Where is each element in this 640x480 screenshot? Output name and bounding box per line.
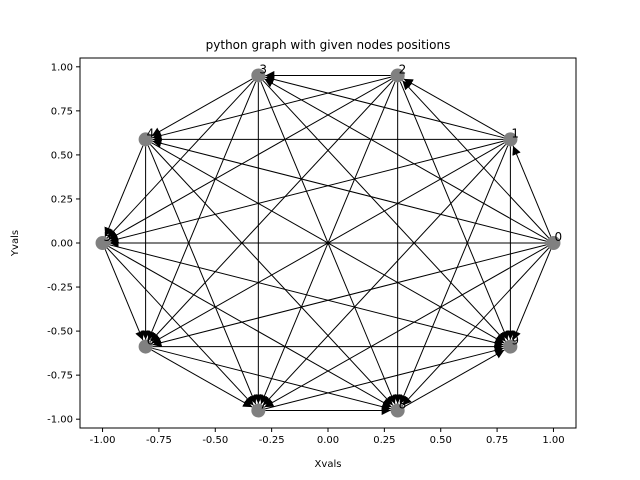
node-label-5: 5 xyxy=(104,230,112,244)
node-label-9: 9 xyxy=(511,334,519,348)
node-8 xyxy=(390,403,405,418)
node-label-0: 0 xyxy=(554,230,562,244)
edge-8-9 xyxy=(403,349,505,408)
x-tick-label: 0.00 xyxy=(317,435,339,446)
node-2 xyxy=(390,68,405,83)
edge-0-9 xyxy=(512,249,552,341)
edge-6-8 xyxy=(152,347,392,411)
x-tick-label: 0.25 xyxy=(373,435,395,446)
y-tick-label: -0.75 xyxy=(47,371,73,382)
node-label-2: 2 xyxy=(399,62,407,76)
node-3 xyxy=(251,68,266,83)
edge-0-7 xyxy=(264,246,548,408)
edge-4-9 xyxy=(151,142,505,344)
x-tick-label: -1.00 xyxy=(90,435,116,446)
node-1 xyxy=(503,132,518,147)
x-tick-label: -0.75 xyxy=(146,435,172,446)
x-tick-label: 1.00 xyxy=(542,435,564,446)
edge-1-2 xyxy=(403,78,505,137)
edge-5-7 xyxy=(106,247,254,406)
edge-4-7 xyxy=(147,145,257,405)
y-axis: 1.00 0.75 0.50 0.25 0.00 -0.25 -0.50 -0.75 -1.00 xyxy=(47,62,80,426)
edge-4-5 xyxy=(104,145,144,237)
edge-4-8 xyxy=(150,144,394,406)
x-tick-label: -0.25 xyxy=(259,435,285,446)
node-label-4: 4 xyxy=(147,126,155,140)
chart-title: python graph with given nodes positions xyxy=(206,38,451,52)
edge-0-1 xyxy=(512,145,552,237)
edge-3-4 xyxy=(151,78,253,137)
edge-7-9 xyxy=(264,346,504,410)
edge-5-8 xyxy=(108,246,392,408)
edge-2-5 xyxy=(108,78,392,240)
x-axis-label: Xvals xyxy=(315,459,342,470)
y-tick-label: 0.50 xyxy=(51,150,73,161)
y-axis-label: Yvals xyxy=(10,230,21,257)
node-label-6: 6 xyxy=(147,334,155,348)
x-tick-label: 0.75 xyxy=(486,435,508,446)
nodes-layer xyxy=(95,68,561,418)
node-9 xyxy=(503,339,518,354)
edge-2-9 xyxy=(399,81,509,341)
x-tick-label: -0.50 xyxy=(202,435,228,446)
y-tick-label: 0.00 xyxy=(51,239,73,250)
edges-layer xyxy=(104,70,552,416)
x-tick-label: 0.50 xyxy=(430,435,452,446)
node-labels-layer: 0 1 2 3 4 5 6 7 8 9 xyxy=(104,62,563,411)
y-tick-label: -1.00 xyxy=(47,415,73,426)
edge-6-7 xyxy=(151,349,253,408)
y-tick-label: -0.25 xyxy=(47,283,73,294)
edge-1-8 xyxy=(399,145,509,405)
y-tick-label: 0.75 xyxy=(51,106,73,117)
node-label-1: 1 xyxy=(511,126,519,140)
edge-3-9 xyxy=(262,80,506,342)
node-label-3: 3 xyxy=(259,62,267,76)
node-0 xyxy=(546,236,561,250)
y-tick-label: -0.50 xyxy=(47,327,73,338)
y-tick-label: 1.00 xyxy=(51,62,73,73)
node-7 xyxy=(251,403,266,418)
node-4 xyxy=(138,132,153,147)
y-tick-label: 0.25 xyxy=(51,194,73,205)
node-label-7: 7 xyxy=(259,398,267,412)
edge-5-6 xyxy=(104,249,144,341)
x-axis: -1.00 -0.75 -0.50 -0.25 0.00 0.25 0.50 0.75 1.00 xyxy=(90,428,565,446)
edge-3-6 xyxy=(147,81,257,341)
node-5 xyxy=(95,236,110,250)
edge-0-3 xyxy=(264,78,548,240)
edge-5-9 xyxy=(109,244,504,348)
node-6 xyxy=(138,339,153,354)
node-label-8: 8 xyxy=(399,398,407,412)
